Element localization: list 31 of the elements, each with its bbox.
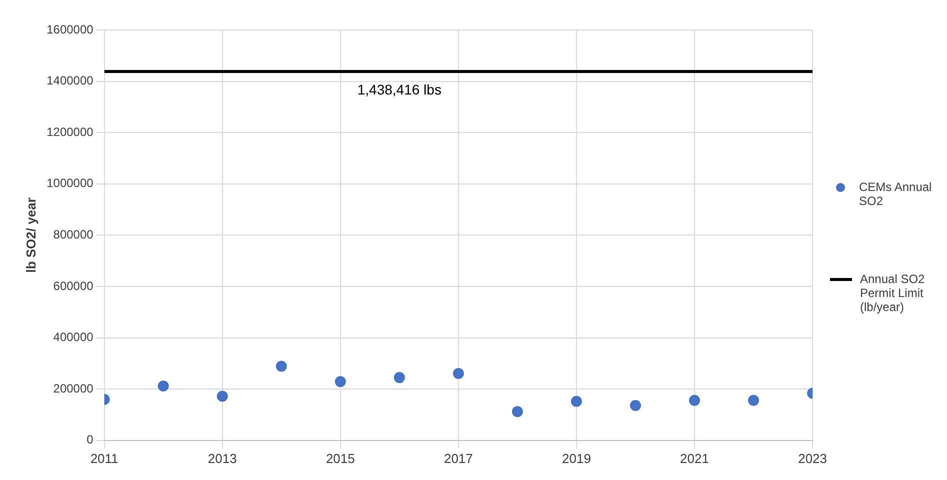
point [334,376,346,388]
y-tick-label: 1000000 [46,176,94,190]
y-tick-label: 600000 [53,278,94,293]
point [689,394,700,406]
point [630,400,641,412]
y-tick-label: 400000 [53,330,94,344]
annotation: 1,438,416 lbs [357,81,442,98]
legend-label: Annual SO2 Permit Limit (lb/year) [860,272,926,314]
point [748,394,760,406]
x-tick-label: 2015 [326,450,355,466]
y-tick-label: 800000 [53,228,94,242]
y-tick-label: 1600000 [46,22,94,36]
y-tick-label: 0 [86,432,94,447]
point [570,396,582,407]
y-tick-label: 1400000 [46,74,94,88]
y-axis-title: lb SO2/ year [23,198,38,273]
legend-label: CEMs Annual SO2 [859,180,933,208]
y-tick-label: 1200000 [46,124,94,139]
x-tick-label: 2011 [90,450,118,466]
point [512,406,523,418]
x-tick-label: 2021 [680,450,709,466]
x-tick-label: 2017 [444,450,473,466]
y-tick-label: 200000 [53,381,94,396]
x-tick-label: 2019 [562,450,591,466]
point [276,360,287,372]
point [158,380,169,392]
point [216,390,228,402]
x-tick-label: 2013 [208,450,237,466]
point [394,372,405,384]
point [452,368,464,379]
x-tick-label: 2023 [798,450,827,466]
